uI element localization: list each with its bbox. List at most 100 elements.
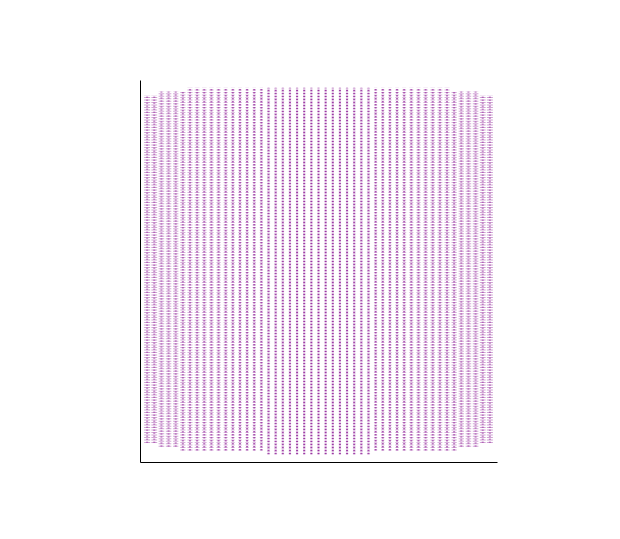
point-column: [460, 91, 462, 446]
point-column-halo: [423, 88, 428, 451]
point-column: [410, 88, 412, 451]
point-column-halo: [445, 88, 450, 451]
point-column: [253, 88, 255, 451]
point-column-halo: [289, 88, 292, 455]
point-column: [225, 88, 227, 451]
point-column: [260, 88, 262, 451]
point-column: [446, 88, 448, 451]
point-column-halo: [437, 88, 442, 451]
point-column: [467, 91, 469, 446]
point-column: [175, 91, 177, 446]
point-column: [325, 88, 327, 455]
point-column: [303, 88, 305, 455]
point-column: [475, 91, 477, 446]
point-column-halo: [318, 88, 320, 455]
point-column: [482, 95, 484, 443]
point-column: [310, 88, 312, 455]
point-column: [182, 91, 184, 450]
point-column-halo: [459, 91, 464, 446]
point-column-halo: [151, 95, 157, 443]
axis-line: [140, 81, 141, 463]
point-column: [246, 88, 248, 451]
chart: [0, 0, 620, 539]
point-column-halo: [395, 88, 399, 451]
points: [147, 88, 490, 455]
point-column-halo: [374, 88, 377, 451]
point-column: [275, 88, 277, 455]
point-column: [318, 88, 320, 455]
point-column: [389, 88, 391, 451]
point-column: [353, 88, 355, 455]
point-column-halo: [346, 88, 349, 455]
point-column-halo: [409, 88, 413, 451]
point-column-halo: [388, 88, 392, 451]
point-column: [425, 88, 427, 451]
point-column-halo: [216, 88, 220, 451]
point-column-halo: [296, 88, 299, 455]
point-column-halo: [381, 88, 385, 451]
y-axis: [140, 81, 141, 463]
point-column-halo: [281, 88, 284, 455]
point-column-halo: [367, 88, 370, 455]
point-column-halo: [332, 88, 334, 455]
axis-line: [141, 462, 498, 463]
point-column-halo: [487, 95, 493, 443]
point-column-halo: [209, 88, 214, 451]
point-column-halo: [274, 88, 277, 455]
point-column: [439, 88, 441, 451]
point-column: [296, 88, 298, 455]
point-column: [382, 88, 384, 451]
point-column: [403, 88, 405, 451]
point-column-halo: [224, 88, 228, 451]
point-column: [268, 88, 270, 455]
point-column: [239, 88, 241, 451]
point-column: [282, 88, 284, 455]
point-column: [396, 88, 398, 451]
point-column-halo: [360, 88, 363, 455]
point-column-halo: [402, 88, 406, 451]
point-column: [339, 88, 341, 455]
point-column-halo: [260, 88, 263, 451]
point-column: [160, 91, 162, 446]
point-column-halo: [245, 88, 249, 451]
point-column-halo: [452, 91, 457, 450]
point-column: [360, 88, 362, 455]
point-column-halo: [473, 91, 479, 446]
point-column: [489, 95, 491, 443]
point-column: [432, 88, 434, 451]
point-column-halo: [180, 91, 185, 450]
point-column: [417, 88, 419, 451]
point-column-halo: [339, 88, 342, 455]
point-column-halo: [159, 91, 165, 446]
point-column-halo: [144, 95, 150, 443]
point-column: [189, 88, 191, 451]
point-column: [232, 88, 234, 451]
point-column: [367, 88, 369, 455]
point-column-halo: [303, 88, 305, 455]
point-column-halo: [231, 88, 235, 451]
point-column-halo: [325, 88, 327, 455]
point-column-halo: [480, 95, 486, 443]
point-column: [453, 91, 455, 450]
point-column-halo: [173, 91, 178, 446]
point-column-halo: [252, 88, 256, 451]
point-column: [332, 88, 334, 455]
point-column: [218, 88, 220, 451]
point-column-halo: [353, 88, 356, 455]
point-column-halo: [202, 88, 207, 451]
point-column: [196, 88, 198, 451]
point-column-halo: [466, 91, 472, 446]
point-column: [346, 88, 348, 455]
point-column: [289, 88, 291, 455]
point-column: [168, 91, 170, 446]
point-column: [203, 88, 205, 451]
point-column: [210, 88, 212, 451]
point-column: [153, 95, 155, 443]
point-column-halo: [267, 88, 270, 455]
point-column-halo: [187, 88, 192, 451]
point-column: [146, 95, 148, 443]
point-column: [375, 88, 377, 451]
point-column-halo: [416, 88, 420, 451]
point-column-halo: [310, 88, 312, 455]
point-column-halo: [166, 91, 172, 446]
